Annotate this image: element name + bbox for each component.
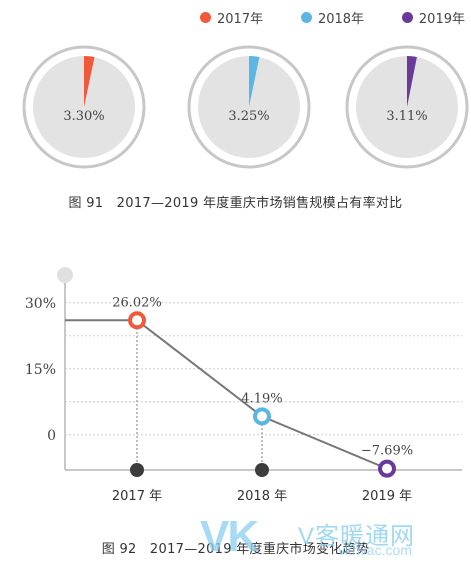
line-chart: 30% 15% 0 26.02% 2017 年 4.19% 2018 年 −7.69% 2019… [25, 267, 462, 504]
legend-item-2018: 2018年 [300, 8, 365, 27]
legend-swatch-2018 [300, 11, 312, 23]
axis-dot [255, 463, 269, 477]
axis-cap [57, 267, 73, 283]
data-point [253, 407, 271, 426]
pie-0: 3.30% [22, 45, 146, 169]
legend-swatch-2019 [401, 11, 413, 23]
legend-item-2017: 2017年 [200, 8, 263, 27]
data-label: 4.19% [241, 391, 282, 406]
pie-slice [407, 56, 417, 107]
axis-dot [130, 463, 144, 477]
pie-value-label: 3.11% [386, 109, 427, 124]
y-tick-label: 30% [25, 296, 56, 312]
legend-swatch-2017 [200, 11, 211, 23]
x-tick-label: 2019 年 [362, 489, 412, 504]
data-label: 26.02% [112, 295, 162, 310]
pie-slice [249, 56, 260, 107]
pie-caption: 图 91 2017—2019 年度重庆市场销售规模占有率对比 [68, 196, 403, 211]
y-tick-label: 15% [25, 362, 56, 378]
x-tick-label: 2017 年 [112, 489, 162, 504]
y-tick-label: 0 [47, 428, 56, 444]
x-tick-label: 2018 年 [237, 489, 287, 504]
line-caption: 图 92 2017—2019 年度重庆市场变化趋势 [101, 542, 370, 557]
data-point [128, 311, 146, 330]
pie-1: 3.25% [187, 45, 311, 169]
pie-value-label: 3.30% [63, 109, 104, 124]
pie-2: 3.11% [345, 45, 469, 169]
data-point [378, 459, 396, 478]
pie-slice [84, 56, 95, 107]
legend: 2017年 2018年 2019年 [200, 6, 465, 28]
legend-label-2018: 2018年 [317, 11, 365, 27]
legend-item-2019: 2019年 [401, 8, 465, 27]
pie-value-label: 3.25% [228, 109, 269, 124]
legend-label-2017: 2017年 [217, 11, 264, 27]
legend-label-2019: 2019年 [418, 11, 465, 27]
data-label: −7.69% [361, 444, 413, 459]
pie-charts: 3.30% 3.25% 3.11% [22, 45, 469, 169]
